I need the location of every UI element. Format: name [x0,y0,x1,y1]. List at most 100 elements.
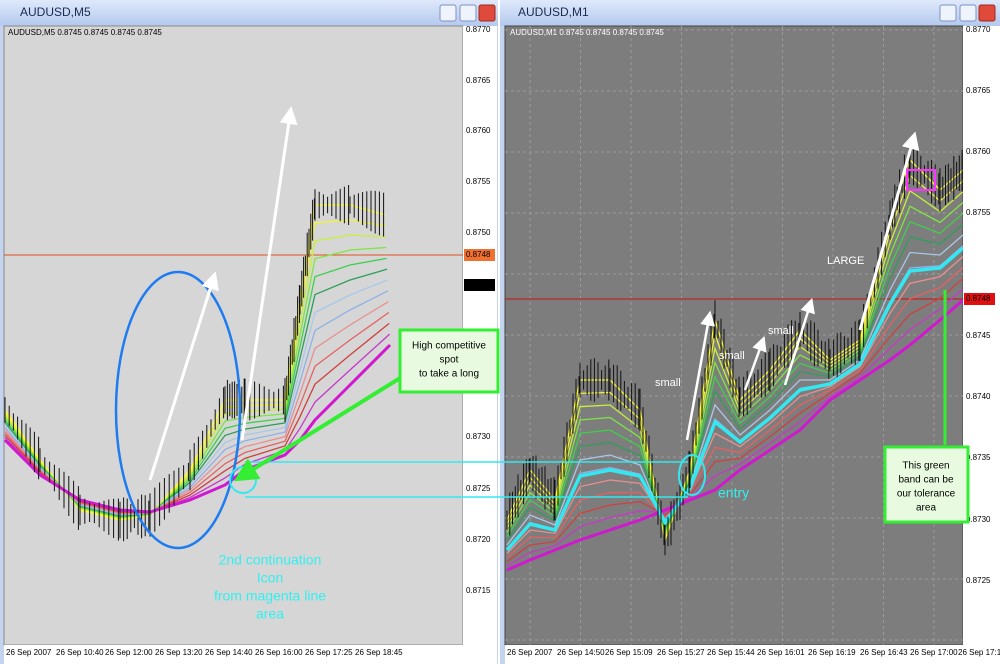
note-text: our tolerance [897,489,956,500]
price-label: 0.8730 [466,432,491,441]
ribbon-line [506,234,963,546]
note-text: LARGE [827,255,864,267]
price-marker [464,279,495,291]
time-label: 26 Sep 16:01 [757,648,805,657]
arrow [233,373,407,482]
title-bar [0,0,498,26]
ribbon-line [505,246,963,552]
note-text: Icon [257,570,283,586]
time-label: 26 Sep 13:20 [155,648,203,657]
price-marker-label: 0.8745 [466,280,491,289]
symbol-info: AUDUSD,M1 0.8745 0.8745 0.8745 0.8745 [510,28,664,37]
note-text: entry [718,485,749,501]
highlight-box [906,169,936,191]
price-label: 0.8745 [966,331,991,340]
annotations: High competitive spot to take a long Thi… [114,106,970,622]
time-label: 26 Sep 12:00 [105,648,153,657]
price-label: 0.8760 [466,126,491,135]
restore-button[interactable] [459,4,477,22]
ribbon-line [506,277,963,563]
note-text: to take a long [419,369,479,380]
price-label: 0.8720 [466,535,491,544]
price-label: 0.8765 [966,86,991,95]
price-marker [464,249,495,261]
close-button[interactable] [978,4,996,22]
price-label: 0.8770 [966,25,991,34]
price-label: 0.8755 [966,208,991,217]
minimize-button[interactable] [439,4,457,22]
time-axis [4,645,497,664]
arrow [685,310,716,441]
ribbon-line [506,288,963,567]
restore-button[interactable] [959,4,977,22]
arrow [783,297,815,386]
note-text: from magenta line [214,588,326,604]
price-label: 0.8735 [966,453,991,462]
price-bars [506,140,963,556]
price-marker-label: 0.8748 [466,250,491,259]
arrow [743,335,767,391]
time-axis [505,645,1000,664]
arrow [240,106,298,441]
price-label: 0.8715 [466,586,491,595]
price-marker [964,293,995,305]
time-label: 26 Sep 15:27 [657,648,705,657]
ribbon-line [506,298,963,572]
arrow [148,271,219,481]
time-label: 26 Sep 2007 [507,648,553,657]
ellipse [114,270,242,550]
time-label: 26 Sep 17:25 [305,648,353,657]
title-bar [500,0,1000,26]
note-text: small [655,377,681,389]
time-label: 26 Sep 15:44 [707,648,755,657]
ribbon-line [506,256,963,554]
note-text: area [256,606,284,622]
note-text: small [768,325,794,337]
close-button[interactable] [478,4,496,22]
time-label: 26 Sep 10:40 [56,648,104,657]
price-label: 0.8765 [466,76,491,85]
window-title: AUDUSD,M5 [20,5,91,19]
price-label: 0.8750 [466,228,491,237]
time-label: 26 Sep 14:50 [557,648,605,657]
circle [678,454,706,496]
time-label: 26 Sep 18:45 [355,648,403,657]
note-text: High competitive [412,341,486,352]
ribbon-line [506,223,963,542]
price-label: 0.8725 [466,484,491,493]
time-label: 26 Sep 17:00 [910,648,958,657]
minimize-button[interactable] [939,4,957,22]
note-text: band can be [898,475,953,486]
window-title: AUDUSD,M1 [518,5,589,19]
ribbon-line [506,212,963,538]
time-label: 26 Sep 17:1 [958,648,1000,657]
time-label: 26 Sep 14:40 [205,648,253,657]
price-label: 0.8770 [466,25,491,34]
window-right: AUDUSD,M1 AUDUSD,M1 0.8745 0.8745 0.8745… [500,0,1000,664]
time-label: 26 Sep 16:00 [255,648,303,657]
arrow [858,131,920,331]
note-box [398,328,500,394]
price-label: 0.8740 [966,392,991,401]
note-text: area [916,503,936,514]
price-marker-label: 0.8748 [966,294,991,303]
symbol-info: AUDUSD,M5 0.8745 0.8745 0.8745 0.8745 [8,28,162,37]
time-label: 26 Sep 2007 [6,648,52,657]
note-text: small [719,350,745,362]
ribbon-line [506,202,963,535]
price-axis [963,26,1000,645]
chart-area [3,25,464,646]
price-label: 0.8755 [466,177,491,186]
note-text: This green [902,461,949,472]
time-label: 26 Sep 16:43 [860,648,908,657]
price-label: 0.8725 [966,576,991,585]
price-label: 0.8760 [966,147,991,156]
ribbon-line [506,189,963,538]
note-text: 2nd continuation [219,552,322,568]
ribbon-line [506,267,963,558]
time-label: 26 Sep 16:19 [808,648,856,657]
note-text: spot [440,355,459,366]
time-label: 26 Sep 15:09 [605,648,653,657]
note-box [883,445,970,524]
